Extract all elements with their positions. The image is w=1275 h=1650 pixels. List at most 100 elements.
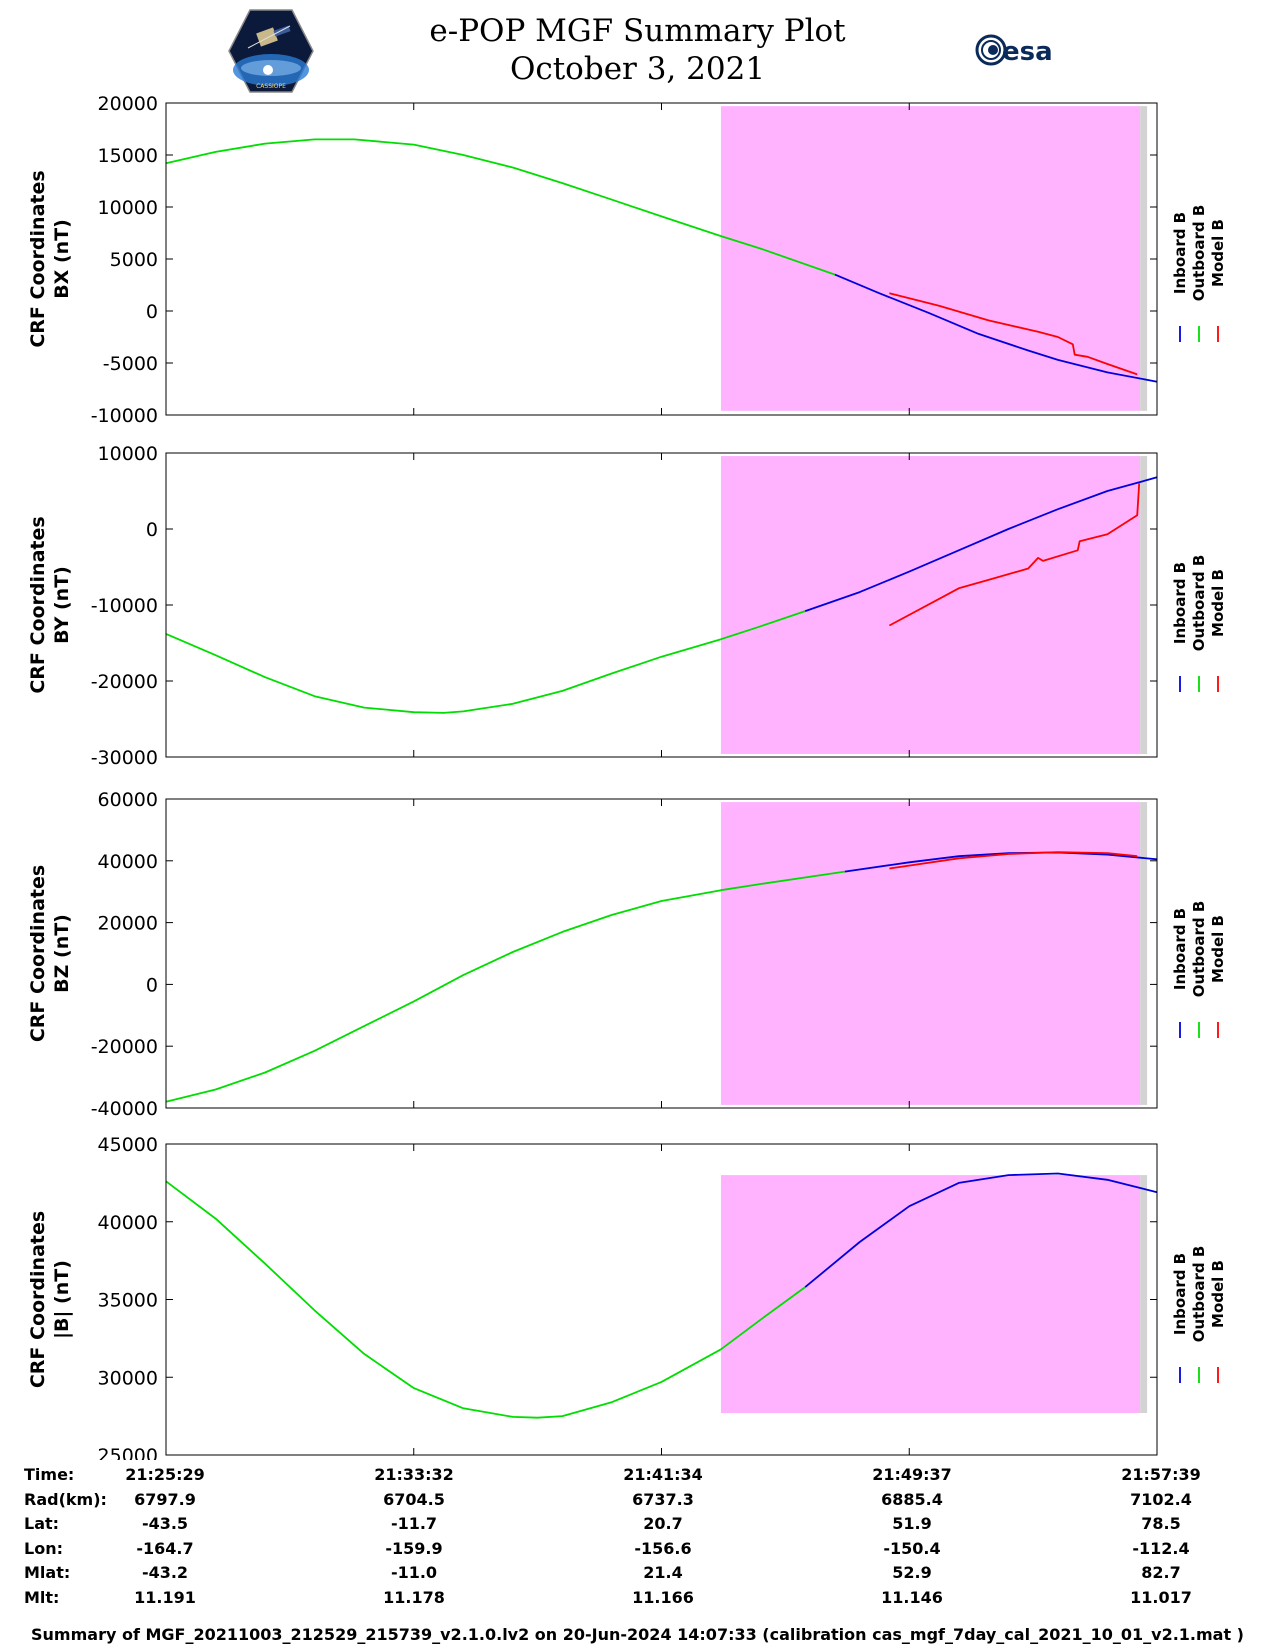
panel-2-gray-strip	[1140, 456, 1148, 754]
title-line-1: e-POP MGF Summary Plot	[429, 13, 846, 49]
info-row: Mlat: -43.2 -11.0 21.4 52.9 82.7	[0, 1563, 1275, 1588]
panel-1-series-inboard-b	[834, 273, 1158, 383]
info-label: Lat:	[24, 1514, 60, 1533]
info-value: 11.191	[134, 1587, 196, 1607]
panel-3-highlight-region	[720, 802, 1141, 1105]
panel-3-legend-label-outboard-b: Outboard B	[1190, 901, 1208, 998]
info-row: Rad(km): 6797.9 6704.5 6737.3 6885.4 7102.4	[0, 1490, 1275, 1515]
panel-2-ytick-label: -20000	[91, 671, 158, 693]
info-value: 21:57:39	[1121, 1465, 1201, 1484]
info-value: 21:33:32	[374, 1465, 454, 1484]
info-row: Lon: -164.7 -159.9 -156.6 -150.4 -112.4	[0, 1539, 1275, 1564]
panel-4-highlight-region	[720, 1175, 1141, 1414]
panel-3-ytick-label: 0	[146, 974, 158, 996]
panel-3-ytick-label: 60000	[98, 789, 158, 811]
panel-1-legend-label-model-b: Model B	[1209, 219, 1227, 287]
panel-1-ytick-label: -5000	[103, 353, 158, 375]
info-row: Lat: -43.5 -11.7 20.7 51.9 78.5	[0, 1514, 1275, 1539]
info-value: 6797.9	[134, 1489, 196, 1509]
cassiope-logo: CASSIOPE	[228, 8, 314, 98]
info-value: -43.2	[141, 1563, 189, 1582]
panel-2-ytick-label: -30000	[91, 747, 158, 769]
panel-1-ytick-label: -10000	[91, 405, 158, 427]
panel-2-series-model-b	[888, 483, 1141, 627]
panel-1-ytick-label: 5000	[110, 249, 158, 271]
panel-4-ytick-label: 35000	[98, 1290, 158, 1312]
panel-3-legend-label-model-b: Model B	[1209, 915, 1227, 983]
panel-3-ytick-label: -40000	[91, 1098, 158, 1120]
panel-2-legend-label-model-b: Model B	[1209, 569, 1227, 637]
esa-logo-text: esa	[1002, 37, 1053, 67]
info-value: 20.7	[643, 1514, 683, 1533]
panel-4-ytick-label: 45000	[98, 1134, 158, 1156]
info-value: -112.4	[1132, 1538, 1190, 1558]
info-value: -150.4	[883, 1538, 941, 1558]
panel-3-series-outboard-b	[165, 870, 845, 1103]
orbit-info-table: Time: 21:25:29 21:33:32 21:41:34 21:49:37 21:…	[0, 1465, 1275, 1612]
panel-4-ytick-label: 30000	[98, 1367, 158, 1389]
info-value: 78.5	[1141, 1514, 1181, 1533]
panel-4-series-outboard-b	[165, 1180, 806, 1419]
info-value: -156.6	[634, 1538, 692, 1558]
panel-2-series-inboard-b	[804, 476, 1158, 612]
info-label: Rad(km):	[24, 1489, 107, 1509]
panel-2-highlight-region	[720, 456, 1141, 754]
panel-1-ytick-label: 10000	[98, 197, 158, 219]
info-label: Mlat:	[24, 1563, 71, 1582]
info-label: Time:	[24, 1465, 75, 1484]
panel-1-legend-label-outboard-b: Outboard B	[1190, 205, 1208, 302]
panel-3-ytick-label: -20000	[91, 1036, 158, 1058]
panel-4-ytick-label: 25000	[98, 1445, 158, 1460]
mgf-summary-charts: -10000 -5000 0 5000 10000 15000 20000 CRF Coord…	[27, 93, 1227, 1460]
cassiope-logo-text: CASSIOPE	[256, 83, 286, 90]
panel-1-series-model-b	[889, 292, 1138, 376]
info-value: 6885.4	[881, 1489, 943, 1509]
panel-3-gray-strip	[1140, 802, 1148, 1105]
panel-4-legend-label-model-b: Model B	[1209, 1260, 1227, 1328]
panel-2-legend-label-inboard-b: Inboard B	[1171, 562, 1189, 644]
info-value: 7102.4	[1130, 1489, 1192, 1509]
info-label: Mlt:	[24, 1587, 60, 1607]
info-value: 51.9	[892, 1514, 932, 1533]
info-value: 11.178	[383, 1587, 445, 1607]
panel-1-series-outboard-b	[165, 138, 836, 276]
info-label: Lon:	[24, 1538, 63, 1558]
panel-3-ylabel-line1: CRF Coordinates	[27, 865, 49, 1042]
info-value: 21:41:34	[623, 1465, 703, 1484]
info-value: 11.166	[632, 1587, 694, 1607]
esa-logo: esa	[975, 30, 1057, 74]
panel-4-gray-strip	[1140, 1175, 1148, 1414]
panel-2-legend-label-outboard-b: Outboard B	[1190, 555, 1208, 652]
panel-3-series-model-b	[889, 851, 1138, 870]
panel-1-ylabel-line1: CRF Coordinates	[27, 170, 49, 347]
panel-1-legend-label-inboard-b: Inboard B	[1171, 212, 1189, 294]
info-value: 82.7	[1141, 1563, 1181, 1582]
panel-2-ytick-label: 0	[146, 519, 158, 541]
panel-2-series-outboard-b	[165, 610, 806, 714]
info-value: 11.146	[881, 1587, 943, 1607]
panel-4-ylabel-line2: |B| (nT)	[51, 1260, 73, 1339]
info-value: 11.017	[1130, 1587, 1192, 1607]
panel-4-legend-label-outboard-b: Outboard B	[1190, 1246, 1208, 1343]
panel-2-ylabel-line1: CRF Coordinates	[27, 516, 49, 693]
panel-1-gray-strip	[1140, 106, 1148, 411]
footer-caption: Summary of MGF_20211003_212529_215739_v2…	[31, 1625, 1244, 1644]
panel-4-series-inboard-b	[804, 1172, 1158, 1288]
info-value: -11.0	[390, 1563, 438, 1582]
panel-1-ytick-label: 20000	[98, 93, 158, 115]
info-value: 21:49:37	[872, 1465, 952, 1484]
info-value: -43.5	[141, 1514, 189, 1533]
info-value: -159.9	[385, 1538, 443, 1558]
info-row: Time: 21:25:29 21:33:32 21:41:34 21:49:37 21:…	[0, 1465, 1275, 1490]
panel-4-ylabel-line1: CRF Coordinates	[27, 1211, 49, 1388]
panel-2-ylabel-line2: BY (nT)	[51, 566, 73, 644]
panel-4-legend-label-inboard-b: Inboard B	[1171, 1253, 1189, 1335]
title-line-2: October 3, 2021	[509, 51, 766, 87]
info-value: 52.9	[892, 1563, 932, 1582]
panel-2-ytick-label: 10000	[98, 443, 158, 465]
panel-1-ytick-label: 0	[146, 301, 158, 323]
panel-3-ytick-label: 40000	[98, 851, 158, 873]
info-value: -164.7	[136, 1538, 194, 1558]
info-row: Mlt: 11.191 11.178 11.166 11.146 11.017	[0, 1588, 1275, 1613]
info-value: 6737.3	[632, 1489, 694, 1509]
